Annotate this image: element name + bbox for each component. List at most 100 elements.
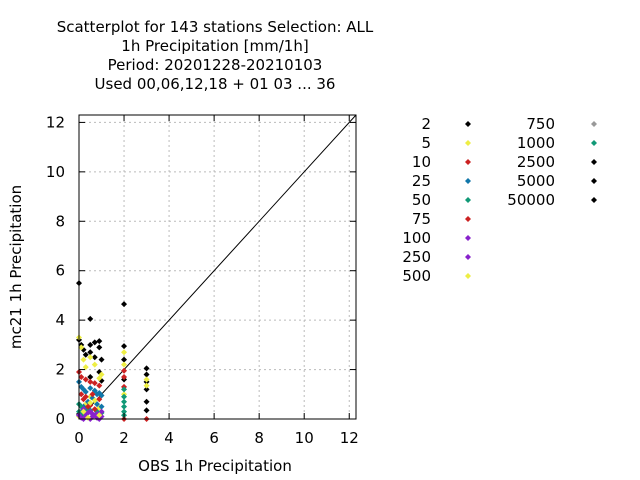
data-point-series-5 — [98, 371, 105, 378]
data-point-series-50 — [121, 386, 128, 393]
legend-marker-5 — [465, 140, 471, 146]
data-point-series-75 — [89, 391, 96, 398]
data-point-series-500 — [96, 412, 103, 419]
legend-marker-25 — [465, 178, 471, 184]
data-point-series-25 — [82, 388, 89, 395]
legend-marker-750 — [591, 121, 597, 127]
legend-marker-250 — [465, 254, 471, 260]
data-point-series-2 — [87, 341, 94, 348]
legend-marker-50000 — [591, 197, 597, 203]
x-tick-label: 6 — [209, 429, 219, 447]
data-point-series-2 — [121, 301, 128, 308]
legend-marker-50 — [465, 197, 471, 203]
data-point-series-75 — [91, 406, 98, 413]
legend-label-5000: 5000 — [517, 172, 555, 190]
data-point-series-5 — [91, 361, 98, 368]
data-point-series-75 — [82, 393, 89, 400]
y-tick-label: 12 — [46, 113, 65, 131]
legend-marker-10 — [465, 159, 471, 165]
diagonal-reference-line — [78, 114, 357, 420]
legend-marker-2500 — [591, 159, 597, 165]
plot-frame — [78, 114, 357, 420]
legend-marker-100 — [465, 235, 471, 241]
data-point-series-50 — [121, 408, 128, 415]
data-point-series-75 — [96, 396, 103, 403]
x-axis-ticks: 0 2 4 6 8 10 12 — [74, 115, 359, 447]
data-point-series-75 — [78, 391, 85, 398]
data-point-series-50 — [121, 403, 128, 410]
legend-label-250: 250 — [402, 248, 431, 266]
data-point-series-2 — [91, 354, 98, 361]
data-point-series-25 — [87, 385, 94, 392]
data-points — [76, 280, 150, 422]
data-point-series-2 — [87, 315, 94, 322]
data-point-series-10 — [91, 380, 98, 387]
legend-label-10: 10 — [412, 153, 431, 171]
data-point-series-2 — [87, 349, 94, 356]
x-tick-label: 2 — [119, 429, 129, 447]
title-line-3: Period: 20201228-20210103 — [108, 56, 323, 74]
chart-title: Scatterplot for 143 stations Selection: … — [57, 18, 374, 93]
x-tick-label: 12 — [340, 429, 359, 447]
data-point-series-2 — [143, 365, 150, 372]
data-point-series-500 — [91, 397, 98, 404]
data-point-series-10 — [78, 373, 85, 380]
x-tick-label: 8 — [254, 429, 264, 447]
data-point-series-5 — [78, 344, 85, 351]
x-tick-label: 4 — [164, 429, 174, 447]
y-axis-label: mc21 1h Precipitation — [7, 185, 25, 349]
data-point-series-2 — [143, 386, 150, 393]
data-point-series-2 — [121, 343, 128, 350]
data-point-series-500 — [87, 399, 94, 406]
legend-label-75: 75 — [412, 210, 431, 228]
x-tick-label: 10 — [295, 429, 314, 447]
data-point-series-5 — [80, 356, 87, 363]
data-point-series-2 — [143, 398, 150, 405]
y-tick-label: 8 — [55, 212, 65, 230]
legend-label-5: 5 — [421, 134, 431, 152]
legend-label-2500: 2500 — [517, 153, 555, 171]
data-point-series-10 — [87, 378, 94, 385]
data-point-series-10 — [121, 367, 128, 374]
legend-label-50: 50 — [412, 191, 431, 209]
legend-label-2: 2 — [421, 115, 431, 133]
legend-label-25: 25 — [412, 172, 431, 190]
legend-label-500: 500 — [402, 267, 431, 285]
y-tick-label: 4 — [55, 311, 65, 329]
data-point-series-250 — [87, 408, 94, 415]
data-point-series-250 — [89, 413, 96, 420]
data-point-series-5 — [143, 382, 150, 389]
y-axis-ticks: 0 2 4 6 8 10 12 — [46, 113, 356, 428]
data-point-series-5 — [121, 361, 128, 368]
legend-marker-75 — [465, 216, 471, 222]
title-line-1: Scatterplot for 143 stations Selection: … — [57, 18, 374, 36]
data-point-series-2 — [96, 338, 103, 345]
legend-marker-5000 — [591, 178, 597, 184]
legend-marker-2 — [465, 121, 471, 127]
data-point-series-2 — [87, 373, 94, 380]
y-tick-label: 2 — [55, 361, 65, 379]
data-point-series-2 — [91, 339, 98, 346]
legend-marker-1000 — [591, 140, 597, 146]
data-point-series-25 — [98, 403, 105, 410]
data-point-series-5 — [121, 349, 128, 356]
y-tick-label: 0 — [55, 410, 65, 428]
data-point-series-500 — [80, 408, 87, 415]
legend-label-100: 100 — [402, 229, 431, 247]
data-point-series-50 — [121, 393, 128, 400]
data-point-series-5 — [143, 376, 150, 383]
data-point-series-2 — [143, 371, 150, 378]
data-point-series-2 — [96, 344, 103, 351]
title-line-4: Used 00,06,12,18 + 01 03 ... 36 — [95, 75, 336, 93]
data-point-series-10 — [96, 382, 103, 389]
data-point-series-10 — [121, 373, 128, 380]
legend-marker-500 — [465, 273, 471, 279]
data-point-series-2 — [121, 356, 128, 363]
x-tick-label: 0 — [74, 429, 84, 447]
legend-label-750: 750 — [526, 115, 555, 133]
data-point-series-5 — [82, 364, 89, 371]
data-point-series-50 — [121, 398, 128, 405]
data-point-series-5 — [87, 354, 94, 361]
